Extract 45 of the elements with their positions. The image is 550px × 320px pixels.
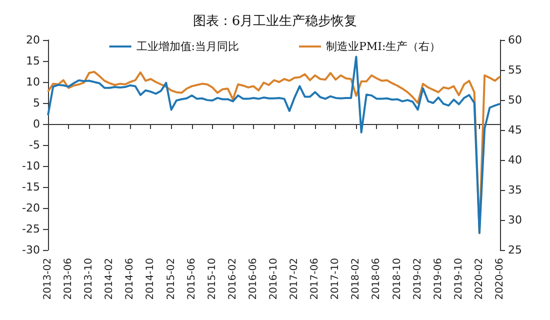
y-tick-label: -5 (29, 138, 40, 152)
legend-label: 工业增加值:当月同比 (136, 40, 240, 53)
y-tick-label: -20 (22, 202, 40, 214)
y-tick-label: 5 (33, 96, 40, 110)
x-tick-label: 2013-10 (84, 258, 95, 300)
x-tick-label: 2016-02 (227, 258, 238, 300)
x-tick-label: 2018-02 (350, 258, 362, 300)
x-tick-label: 2018-06 (371, 258, 382, 300)
y2-tick-label: 35 (508, 184, 522, 196)
x-tick-label: 2019-02 (412, 258, 424, 300)
y-tick-label: 15 (26, 54, 40, 68)
x-tick-label: 2019-06 (432, 258, 444, 300)
chart-title: 图表：6月工业生产稳步恢复 (192, 14, 358, 29)
y-tick-label: 0 (33, 118, 40, 130)
y2-tick-label: 30 (508, 214, 522, 226)
y-tick-label: 10 (26, 76, 40, 88)
x-tick-label: 2015-02 (166, 258, 177, 300)
x-tick-label: 2014-06 (124, 258, 136, 300)
x-tick-label: 2014-10 (145, 258, 156, 300)
y2-tick-label: 45 (508, 124, 522, 136)
x-tick-label: 2015-10 (206, 258, 218, 300)
y2-tick-label: 60 (508, 34, 522, 46)
x-tick-label: 2014-02 (104, 258, 116, 300)
x-tick-label: 2013-06 (63, 258, 74, 300)
x-tick-label: 2017-06 (310, 258, 321, 300)
x-tick-label: 2018-10 (392, 258, 403, 300)
y-tick-label: 20 (26, 34, 40, 46)
x-tick-label: 2016-06 (248, 258, 259, 300)
y-tick-label: -10 (22, 160, 40, 172)
legend-label: 制造业PMI:生产（右） (326, 40, 441, 53)
y-tick-label: -25 (22, 222, 40, 236)
y-tick-label: -30 (22, 244, 40, 256)
x-tick-label: 2016-10 (268, 258, 280, 300)
x-tick-label: 2019-10 (453, 258, 464, 300)
x-tick-label: 2020-02 (474, 258, 485, 300)
x-tick-label: 2020-06 (494, 258, 506, 300)
y2-tick-label: 40 (508, 154, 522, 166)
x-tick-label: 2017-02 (289, 258, 300, 300)
y2-tick-label: 55 (508, 64, 522, 76)
y-tick-label: -15 (22, 180, 40, 194)
y2-tick-label: 25 (508, 244, 522, 256)
x-tick-label: 2017-10 (330, 258, 342, 300)
x-tick-label: 2013-02 (42, 258, 54, 300)
x-tick-label: 2015-06 (186, 258, 198, 300)
y2-tick-label: 50 (508, 94, 522, 106)
